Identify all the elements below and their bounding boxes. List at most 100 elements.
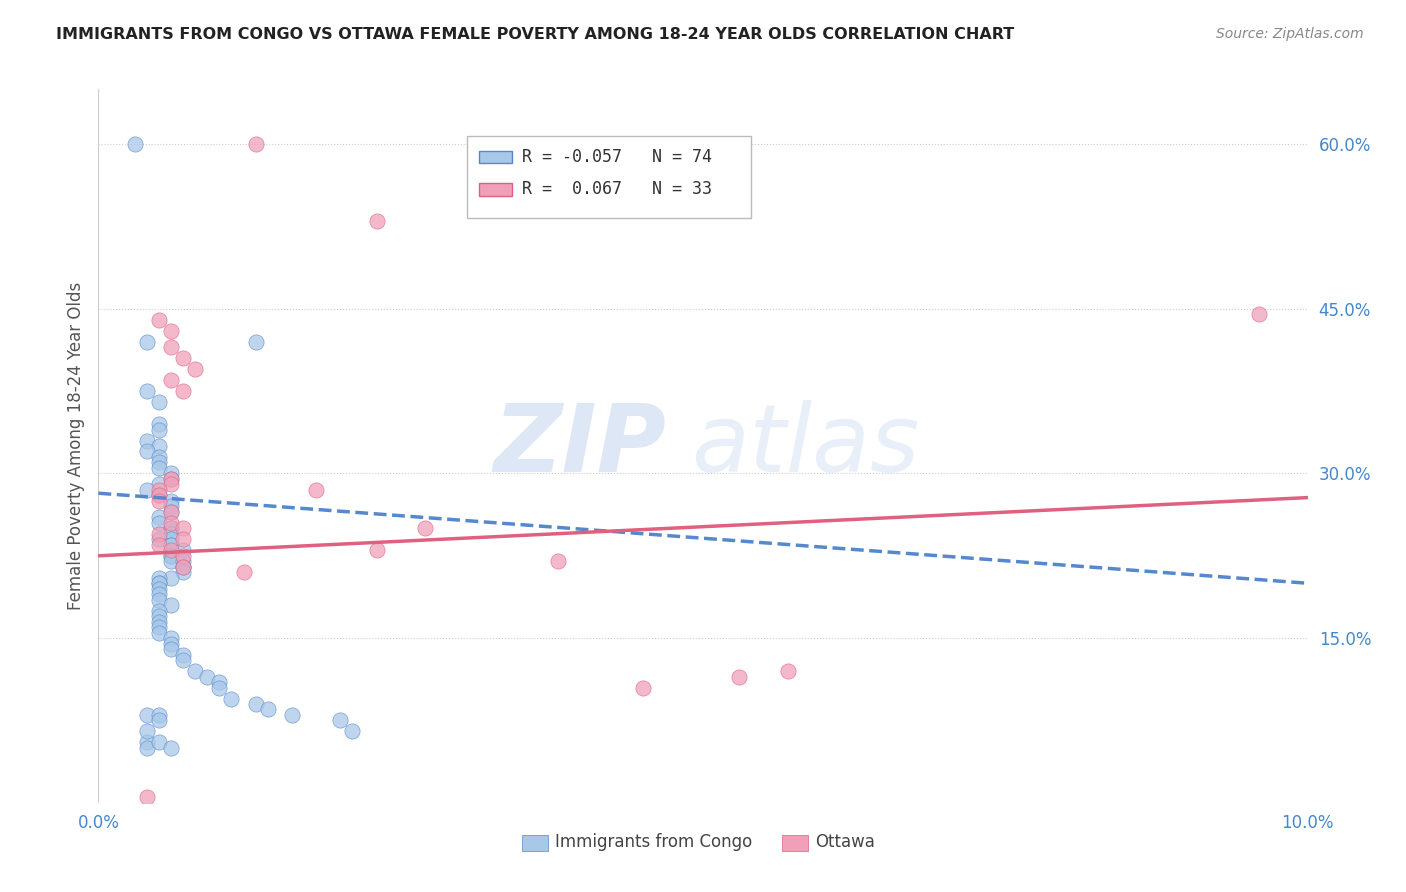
- Point: [172, 384, 194, 398]
- Point: [195, 669, 218, 683]
- Point: [160, 505, 183, 519]
- Point: [148, 455, 170, 469]
- Point: [160, 521, 183, 535]
- Point: [148, 533, 170, 547]
- Point: [160, 477, 183, 491]
- Point: [160, 549, 183, 563]
- Point: [148, 592, 170, 607]
- FancyBboxPatch shape: [479, 183, 512, 195]
- Point: [148, 461, 170, 475]
- Point: [631, 681, 654, 695]
- Point: [160, 526, 183, 541]
- Point: [135, 334, 157, 349]
- Point: [184, 664, 207, 678]
- Point: [135, 724, 157, 739]
- Point: [160, 631, 183, 645]
- Point: [148, 538, 170, 552]
- Point: [245, 697, 267, 711]
- Point: [135, 708, 157, 723]
- Point: [160, 505, 183, 519]
- Point: [342, 724, 364, 739]
- Point: [160, 521, 183, 535]
- Point: [413, 521, 436, 535]
- Point: [148, 450, 170, 464]
- Point: [172, 566, 194, 580]
- Point: [135, 790, 157, 805]
- Point: [148, 708, 170, 723]
- Y-axis label: Female Poverty Among 18-24 Year Olds: Female Poverty Among 18-24 Year Olds: [66, 282, 84, 610]
- Point: [160, 571, 183, 585]
- Point: [366, 543, 388, 558]
- Point: [160, 642, 183, 657]
- Point: [148, 488, 170, 502]
- Text: Source: ZipAtlas.com: Source: ZipAtlas.com: [1216, 27, 1364, 41]
- Point: [148, 735, 170, 749]
- Point: [256, 702, 278, 716]
- Text: R =  0.067   N = 33: R = 0.067 N = 33: [522, 180, 711, 198]
- Point: [172, 559, 194, 574]
- Point: [148, 483, 170, 497]
- Point: [160, 549, 183, 563]
- Point: [160, 324, 183, 338]
- Text: Immigrants from Congo: Immigrants from Congo: [555, 833, 752, 851]
- Point: [124, 137, 146, 152]
- Point: [172, 351, 194, 366]
- Point: [160, 554, 183, 568]
- Point: [148, 604, 170, 618]
- Point: [172, 648, 194, 662]
- Point: [172, 543, 194, 558]
- Point: [148, 488, 170, 502]
- Point: [172, 559, 194, 574]
- Text: R = -0.057   N = 74: R = -0.057 N = 74: [522, 148, 711, 166]
- Point: [148, 395, 170, 409]
- FancyBboxPatch shape: [522, 835, 548, 851]
- Point: [135, 735, 157, 749]
- Point: [135, 434, 157, 448]
- Point: [148, 423, 170, 437]
- Point: [148, 571, 170, 585]
- Point: [148, 576, 170, 591]
- Point: [329, 714, 352, 728]
- Point: [160, 538, 183, 552]
- Point: [160, 472, 183, 486]
- Text: Ottawa: Ottawa: [815, 833, 876, 851]
- Point: [172, 559, 194, 574]
- Point: [160, 340, 183, 354]
- Point: [160, 538, 183, 552]
- Point: [160, 472, 183, 486]
- Point: [160, 533, 183, 547]
- Point: [208, 675, 231, 690]
- Point: [547, 554, 569, 568]
- Point: [728, 669, 751, 683]
- Point: [160, 373, 183, 387]
- Point: [148, 582, 170, 596]
- Point: [135, 384, 157, 398]
- Point: [148, 615, 170, 629]
- FancyBboxPatch shape: [782, 835, 808, 851]
- Point: [160, 494, 183, 508]
- Point: [366, 214, 388, 228]
- Point: [184, 362, 207, 376]
- Point: [776, 664, 799, 678]
- Point: [160, 467, 183, 481]
- Point: [148, 526, 170, 541]
- Point: [148, 510, 170, 524]
- Point: [160, 516, 183, 530]
- Point: [148, 477, 170, 491]
- Point: [148, 625, 170, 640]
- Text: atlas: atlas: [690, 401, 920, 491]
- Point: [232, 566, 254, 580]
- Point: [148, 620, 170, 634]
- Point: [172, 554, 194, 568]
- Point: [221, 691, 243, 706]
- Point: [160, 543, 183, 558]
- Point: [281, 708, 304, 723]
- FancyBboxPatch shape: [479, 151, 512, 163]
- Point: [148, 609, 170, 624]
- Point: [172, 549, 194, 563]
- Point: [245, 137, 267, 152]
- Point: [148, 494, 170, 508]
- Point: [160, 500, 183, 514]
- Point: [1249, 307, 1271, 321]
- Point: [148, 439, 170, 453]
